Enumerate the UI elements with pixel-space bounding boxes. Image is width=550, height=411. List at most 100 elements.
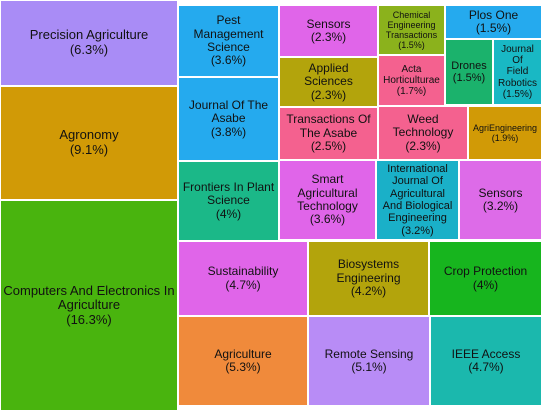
- treemap-tile-text: Computers And Electronics In Agriculture(…: [1, 282, 176, 328]
- treemap-tile-label: Journal Of The Asabe: [188, 97, 269, 126]
- treemap-tile-label: Computers And Electronics In Agriculture: [3, 282, 175, 313]
- treemap-tile-text: AgriEngineering (1.9%): [471, 123, 539, 143]
- treemap-tile-value: (2.3%): [405, 138, 441, 153]
- treemap-tile: Smart Agricultural Technology (3.6%): [279, 160, 376, 240]
- treemap-tile-text: Chemical Engineering Transactions (1.5%): [384, 10, 439, 50]
- treemap-tile-text: Remote Sensing (5.1%): [323, 346, 416, 375]
- treemap-tile-label: Plos One: [468, 7, 519, 22]
- treemap-tile-value: (9.1%): [69, 142, 109, 157]
- treemap-tile-label: Journal Of Field Robotics: [498, 44, 537, 89]
- treemap-tile-label: Drones: [451, 59, 487, 72]
- treemap-tile-label: Applied Sciences: [304, 60, 353, 89]
- treemap-tile-value: (3.2%): [482, 199, 519, 213]
- treemap-tile-value: (2.3%): [310, 87, 347, 102]
- treemap-tile-value: (3.6%): [210, 53, 247, 68]
- treemap-tile-value: (2.3%): [310, 30, 347, 44]
- treemap-tile-label: Pest Management Science: [193, 13, 264, 54]
- treemap-tile: Drones (1.5%): [445, 39, 493, 105]
- treemap-tile-label: Sustainability: [207, 264, 279, 279]
- treemap-tile-text: Pest Management Science (3.6%): [191, 13, 265, 68]
- treemap-tile-value: (3.8%): [210, 124, 247, 139]
- treemap-tile: Journal Of Field Robotics (1.5%): [493, 39, 542, 105]
- treemap-tile-value: (5.3%): [225, 360, 261, 374]
- treemap-tile: Journal Of The Asabe (3.8%): [178, 77, 279, 161]
- treemap-tile-value: (4%): [215, 206, 242, 221]
- treemap-tile: Pest Management Science (3.6%): [178, 5, 279, 77]
- treemap-tile-value: (1.5%): [398, 40, 425, 51]
- treemap-tile: Crop Protection (4%): [429, 241, 542, 316]
- treemap-tile-value: (1.5%): [475, 21, 512, 35]
- treemap-tile: Agriculture (5.3%): [178, 316, 308, 406]
- treemap-tile-value: (4%): [472, 277, 499, 292]
- treemap-tile: Sustainability (4.7%): [178, 241, 308, 316]
- treemap-tile-text: Crop Protection (4%): [442, 264, 529, 292]
- treemap-tile-text: Acta Horticulturae (1.7%): [381, 64, 442, 98]
- treemap-tile-value: (4.2%): [350, 284, 387, 299]
- treemap-tile-label: Precision Agriculture: [29, 27, 149, 43]
- treemap-tile-text: Sensors (2.3%): [304, 16, 352, 45]
- treemap-tile-label: Biosystems Engineering: [336, 257, 401, 285]
- treemap-tile-label: Agronomy: [59, 127, 119, 143]
- treemap-tile: Weed Technology (2.3%): [378, 106, 468, 160]
- treemap-tile-label: International Journal Of Agricultural And B…: [382, 163, 453, 225]
- treemap-tile: Applied Sciences (2.3%): [279, 57, 378, 107]
- treemap-tile: Chemical Engineering Transactions (1.5%): [378, 5, 445, 55]
- treemap-tile-label: Chemical Engineering Transactions: [385, 9, 438, 40]
- treemap-tile-label: Weed Technology: [392, 111, 454, 140]
- treemap-tile-value: (1.9%): [491, 133, 519, 143]
- treemap-tile: IEEE Access (4.7%): [430, 316, 542, 406]
- treemap-tile: AgriEngineering (1.9%): [468, 106, 542, 160]
- treemap-tile-text: Transactions Of The Asabe (2.5%): [284, 112, 372, 154]
- treemap-tile-value: (3.2%): [401, 224, 434, 237]
- treemap-tile: Agronomy (9.1%): [0, 86, 178, 200]
- treemap-tile-label: Agriculture: [214, 346, 272, 361]
- treemap-tile-value: (3.6%): [309, 212, 346, 227]
- treemap-tile: Sensors (2.3%): [279, 5, 378, 57]
- treemap-tile-value: (4.7%): [468, 360, 504, 374]
- treemap-tile-label: Smart Agricultural Technology: [297, 172, 358, 213]
- treemap-tile: Biosystems Engineering (4.2%): [308, 241, 429, 316]
- treemap-tile-text: Applied Sciences (2.3%): [302, 60, 355, 102]
- treemap-tile: Remote Sensing (5.1%): [308, 316, 430, 406]
- treemap-tile: Precision Agriculture (6.3%): [0, 0, 178, 86]
- treemap-tile-text: International Journal Of Agricultural And B…: [381, 163, 455, 237]
- treemap-tile-label: Remote Sensing: [324, 346, 414, 361]
- treemap-tile-text: Weed Technology (2.3%): [391, 111, 456, 153]
- treemap-tile-text: Smart Agricultural Technology (3.6%): [295, 172, 360, 227]
- treemap-tile-label: Sensors: [306, 16, 351, 31]
- treemap-tile-text: Agronomy (9.1%): [57, 128, 120, 157]
- treemap-tile-value: (6.3%): [69, 42, 109, 57]
- treemap-tile-value: (1.5%): [452, 72, 486, 84]
- treemap-tile-label: Transactions Of The Asabe: [286, 112, 371, 140]
- treemap-tile-label: AgriEngineering: [472, 122, 538, 133]
- treemap-tile-text: Precision Agriculture (6.3%): [28, 28, 151, 57]
- treemap-tile-value: (4.7%): [225, 277, 261, 292]
- treemap-tile-text: Plos One (1.5%): [467, 7, 520, 36]
- treemap-tile-text: Frontiers In Plant Science (4%): [181, 179, 276, 221]
- treemap-tile-text: Journal Of The Asabe (3.8%): [187, 97, 270, 139]
- treemap-tile: Computers And Electronics In Agriculture(…: [0, 200, 178, 411]
- treemap-tile-label: Crop Protection: [443, 264, 528, 279]
- treemap-tile-value: (1.5%): [502, 88, 533, 100]
- treemap-tile: International Journal Of Agricultural And B…: [376, 160, 459, 240]
- treemap-tile: Frontiers In Plant Science (4%): [178, 161, 279, 241]
- treemap-tile-label: Acta Horticulturae: [383, 63, 440, 86]
- treemap-tile: Acta Horticulturae (1.7%): [378, 55, 445, 106]
- treemap-tile-text: IEEE Access (4.7%): [450, 347, 523, 375]
- treemap-tile-text: Agriculture (5.3%): [212, 346, 273, 375]
- treemap-tile-text: Drones (1.5%): [449, 60, 488, 85]
- treemap-tile: Transactions Of The Asabe (2.5%): [279, 107, 378, 160]
- treemap-tile-label: Sensors: [478, 185, 523, 200]
- treemap-tile-text: Journal Of Field Robotics (1.5%): [496, 44, 539, 100]
- treemap-tile: Sensors (3.2%): [459, 160, 542, 240]
- treemap-tile-text: Sensors (3.2%): [476, 185, 524, 214]
- treemap-tile-value: (1.7%): [396, 86, 427, 98]
- treemap-tile-value: (2.5%): [310, 139, 347, 154]
- treemap-tile-label: Frontiers In Plant Science: [182, 179, 275, 208]
- treemap-tile-text: Biosystems Engineering (4.2%): [334, 257, 402, 299]
- treemap-tile-value: (16.3%): [66, 311, 112, 327]
- treemap-tile-text: Sustainability (4.7%): [206, 264, 281, 292]
- treemap-tile: Plos One (1.5%): [445, 5, 542, 39]
- treemap-tile-value: (5.1%): [351, 360, 387, 374]
